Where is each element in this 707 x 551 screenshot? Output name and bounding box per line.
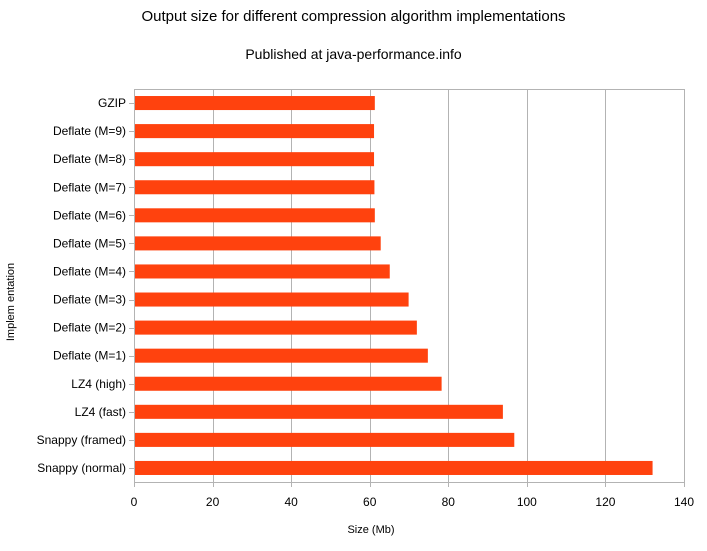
bar bbox=[134, 432, 515, 447]
x-tick-label: 0 bbox=[131, 495, 138, 509]
x-tick-label: 120 bbox=[595, 495, 615, 509]
chart-title: Output size for different compression al… bbox=[141, 8, 566, 25]
bar bbox=[134, 460, 653, 475]
chart-subtitle: Published at java-performance.info bbox=[245, 46, 462, 62]
x-tick-label: 40 bbox=[284, 495, 298, 509]
y-tick-label: Deflate (M=3) bbox=[53, 293, 126, 307]
bar bbox=[134, 348, 428, 363]
gridlines bbox=[213, 89, 685, 482]
y-tick-label: LZ4 (high) bbox=[71, 377, 126, 391]
x-axis-title: Size (Mb) bbox=[347, 524, 394, 536]
bar bbox=[134, 208, 375, 223]
x-tick-label: 20 bbox=[206, 495, 220, 509]
bar bbox=[134, 152, 375, 167]
y-tick-label: Snappy (framed) bbox=[37, 433, 126, 447]
y-tick-label: Snappy (normal) bbox=[37, 461, 126, 475]
x-tick-label: 60 bbox=[363, 495, 377, 509]
tick-labels: 0 20 40 60 80 100 120 140 GZIP Deflate (M=9) Defla… bbox=[37, 96, 695, 509]
bar bbox=[134, 96, 375, 111]
bar bbox=[134, 404, 503, 419]
bar bbox=[134, 292, 409, 307]
y-tick-label: Deflate (M=4) bbox=[53, 264, 126, 278]
bar bbox=[134, 264, 390, 279]
bar bbox=[134, 376, 442, 391]
y-tick-label: Deflate (M=7) bbox=[53, 180, 126, 194]
y-tick-label: Deflate (M=1) bbox=[53, 349, 126, 363]
x-tick-label: 140 bbox=[674, 495, 694, 509]
y-tick-label: Deflate (M=2) bbox=[53, 321, 126, 335]
y-tick-label: Deflate (M=6) bbox=[53, 208, 126, 222]
x-tick-label: 100 bbox=[517, 495, 537, 509]
y-tick-label: Deflate (M=5) bbox=[53, 236, 126, 250]
y-tick-label: LZ4 (fast) bbox=[75, 405, 126, 419]
y-tick-label: Deflate (M=9) bbox=[53, 124, 126, 138]
y-axis-title: Implem entation bbox=[5, 263, 17, 341]
bars bbox=[134, 96, 653, 475]
bar bbox=[134, 236, 381, 251]
axes bbox=[129, 89, 685, 487]
bar bbox=[134, 124, 375, 139]
x-tick-label: 80 bbox=[442, 495, 456, 509]
y-tick-label: Deflate (M=8) bbox=[53, 152, 126, 166]
y-tick-label: GZIP bbox=[98, 96, 126, 110]
bar bbox=[134, 320, 417, 335]
bar bbox=[134, 180, 375, 195]
